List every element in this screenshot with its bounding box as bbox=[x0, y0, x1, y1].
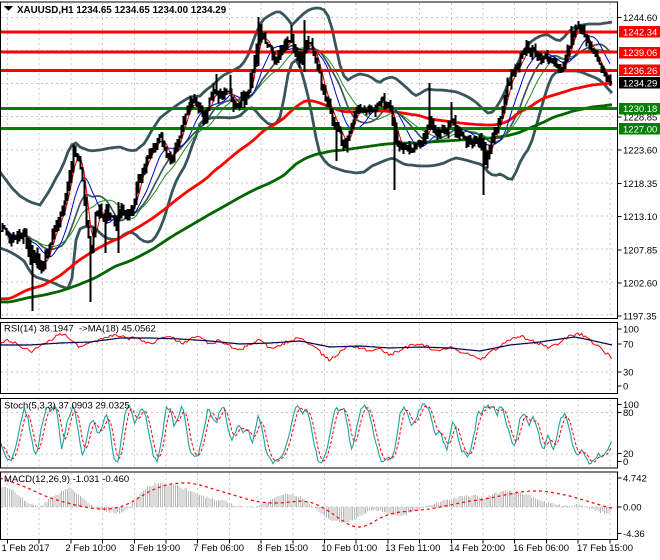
svg-text:1234.29: 1234.29 bbox=[623, 78, 657, 89]
svg-text:MACD(12,26,9) -1.031 -0.460: MACD(12,26,9) -1.031 -0.460 bbox=[4, 474, 129, 485]
svg-text:0.00: 0.00 bbox=[623, 503, 642, 514]
svg-text:1213.10: 1213.10 bbox=[623, 212, 657, 223]
svg-text:1218.35: 1218.35 bbox=[623, 179, 657, 190]
svg-text:1230.18: 1230.18 bbox=[623, 104, 657, 115]
svg-text:14 Feb 20:00: 14 Feb 20:00 bbox=[449, 543, 505, 554]
svg-text:-4.36: -4.36 bbox=[623, 529, 645, 540]
svg-text:1228.85: 1228.85 bbox=[623, 113, 657, 124]
svg-text:30: 30 bbox=[623, 368, 634, 379]
svg-text:1207.85: 1207.85 bbox=[623, 245, 657, 256]
svg-text:100: 100 bbox=[623, 400, 639, 411]
svg-text:80: 80 bbox=[623, 408, 634, 419]
svg-text:0: 0 bbox=[623, 382, 628, 393]
svg-text:XAUUSD,H1 1234.65 1234.65 123: XAUUSD,H1 1234.65 1234.65 1234.00 1234.2… bbox=[17, 5, 227, 16]
svg-text:10 Feb 01:00: 10 Feb 01:00 bbox=[321, 543, 377, 554]
svg-text:1244.60: 1244.60 bbox=[623, 13, 657, 24]
svg-text:1236.26: 1236.26 bbox=[623, 66, 657, 77]
svg-text:Stoch(5,3,3) 37.0903 29.0325: Stoch(5,3,3) 37.0903 29.0325 bbox=[4, 401, 130, 412]
svg-text:70: 70 bbox=[623, 339, 634, 350]
svg-text:7 Feb 06:00: 7 Feb 06:00 bbox=[193, 543, 244, 554]
svg-text:1223.60: 1223.60 bbox=[623, 146, 657, 157]
svg-text:20: 20 bbox=[623, 449, 634, 460]
svg-text:RSI(14) 38.1947 ->MA(18) 45.0: RSI(14) 38.1947 ->MA(18) 45.0562 bbox=[4, 324, 156, 335]
svg-text:3 Feb 19:00: 3 Feb 19:00 bbox=[129, 543, 180, 554]
svg-text:1 Feb 2017: 1 Feb 2017 bbox=[2, 543, 50, 554]
svg-text:13 Feb 11:00: 13 Feb 11:00 bbox=[385, 543, 440, 554]
svg-text:2 Feb 10:00: 2 Feb 10:00 bbox=[65, 543, 116, 554]
svg-text:0: 0 bbox=[623, 457, 628, 468]
svg-text:8 Feb 15:00: 8 Feb 15:00 bbox=[257, 543, 308, 554]
svg-text:17 Feb 15:00: 17 Feb 15:00 bbox=[577, 543, 633, 554]
svg-text:1227.00: 1227.00 bbox=[623, 124, 657, 135]
svg-text:16 Feb 06:00: 16 Feb 06:00 bbox=[513, 543, 569, 554]
svg-text:100: 100 bbox=[623, 325, 639, 336]
svg-text:1242.34: 1242.34 bbox=[623, 27, 657, 38]
svg-text:1202.60: 1202.60 bbox=[623, 278, 657, 289]
svg-text:1239.06: 1239.06 bbox=[623, 48, 657, 59]
svg-text:1197.35: 1197.35 bbox=[623, 312, 657, 323]
svg-text:4.742: 4.742 bbox=[623, 474, 647, 485]
